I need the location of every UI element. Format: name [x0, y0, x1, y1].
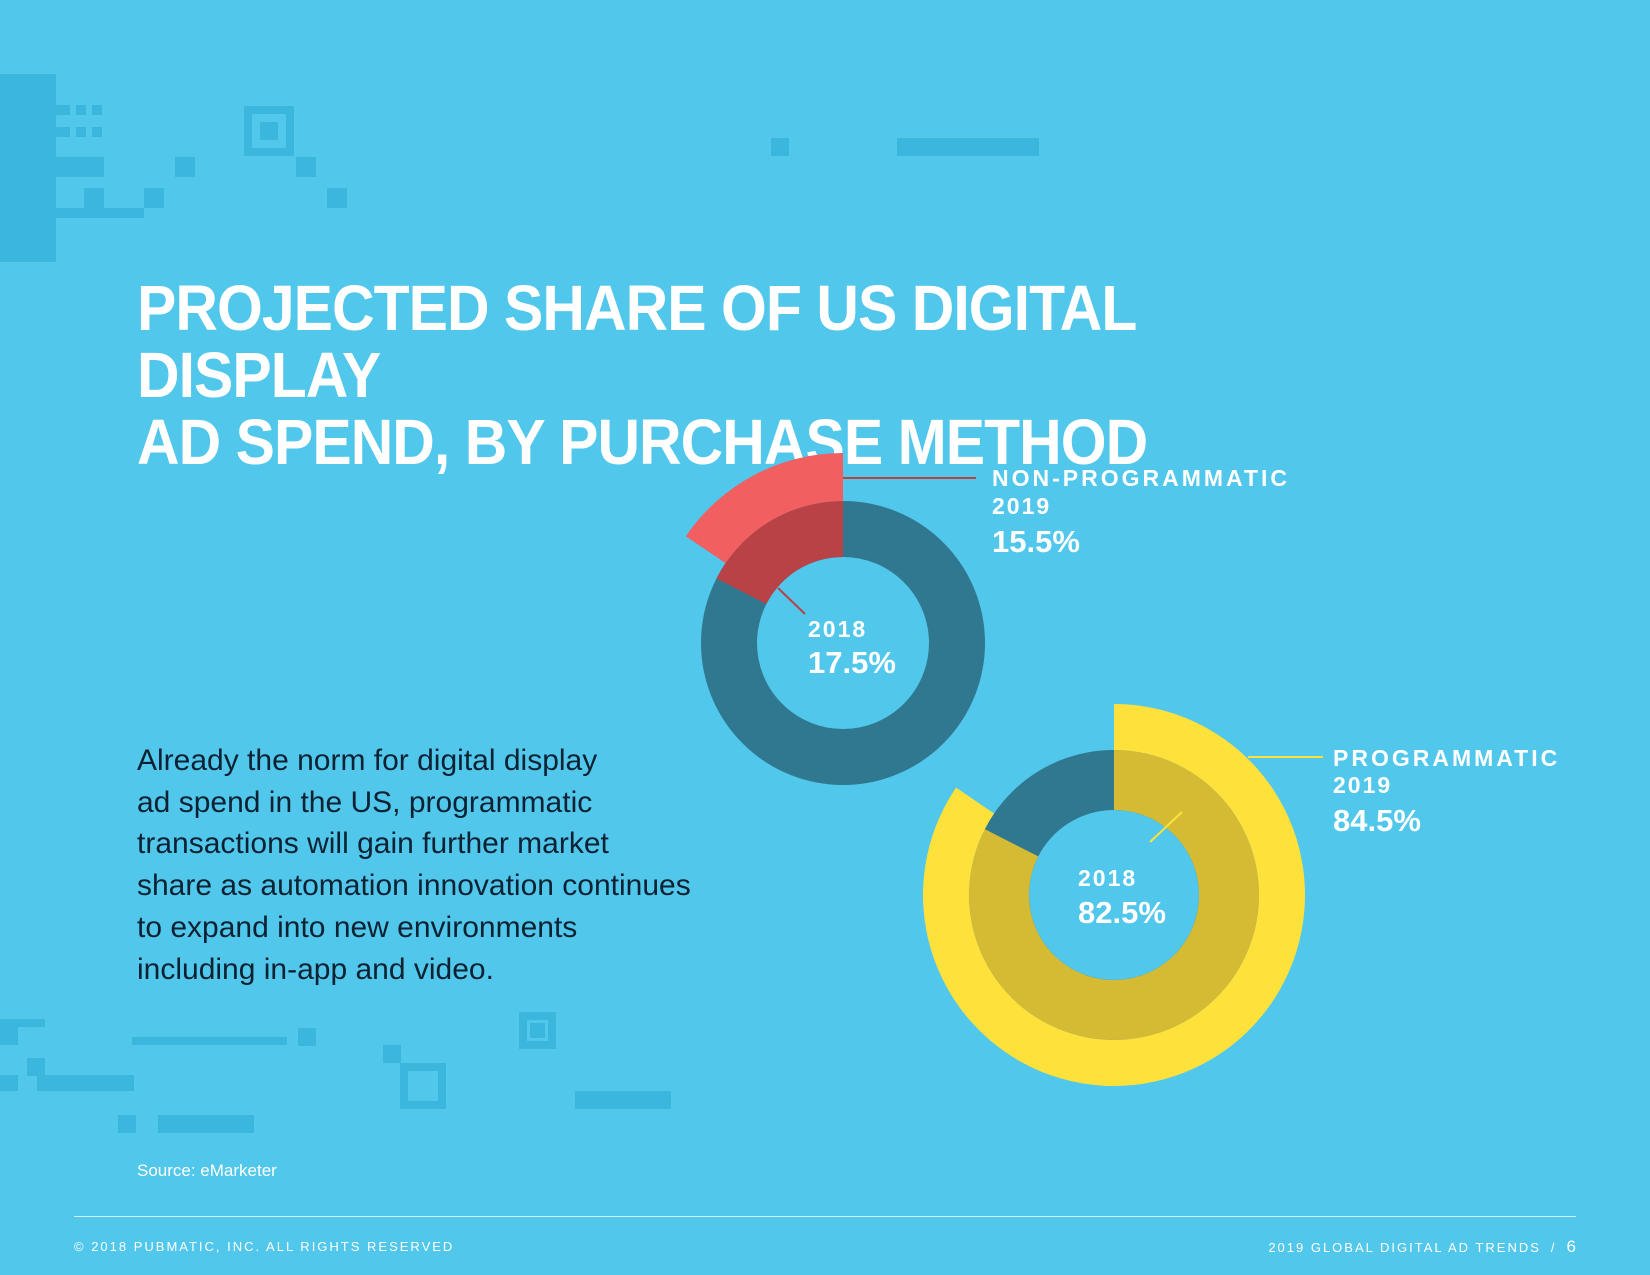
decor-block	[76, 127, 86, 137]
leader-line-2018	[777, 587, 806, 615]
footer-right: 2019 GLOBAL DIGITAL AD TRENDS / 6	[1268, 1237, 1576, 1257]
label-category: PROGRAMMATIC	[1333, 745, 1560, 771]
decor-bar	[158, 1115, 254, 1133]
decor-block	[56, 105, 70, 115]
decor-square-outline	[244, 106, 294, 156]
body-line: to expand into new environments	[137, 910, 578, 944]
label-year-2018: 2018	[1078, 865, 1137, 891]
decor-square-outline	[400, 1063, 446, 1109]
decor-block	[327, 188, 347, 208]
decor-square-outline	[519, 1012, 556, 1049]
value-label-2018: 17.5%	[808, 645, 896, 680]
decor-block	[27, 1058, 45, 1076]
body-line: transactions will gain further market	[137, 827, 609, 861]
decor-block	[56, 127, 70, 137]
label-year-2019: 2019	[992, 493, 1051, 519]
decor-block	[260, 122, 278, 140]
decor-bar	[575, 1091, 671, 1109]
body-paragraph: Already the norm for digital display ad …	[137, 740, 737, 990]
body-line: including in-app and video.	[137, 952, 494, 986]
label-year-2018: 2018	[808, 616, 867, 642]
decor-block	[298, 1028, 316, 1046]
decor-block	[175, 157, 195, 177]
decor-block	[0, 74, 56, 262]
title-line: PROJECTED SHARE OF US DIGITAL DISPLAY	[137, 272, 1136, 411]
body-line: Already the norm for digital display	[137, 744, 598, 777]
decor-block	[56, 157, 104, 177]
footer-separator: /	[1550, 1240, 1557, 1255]
decor-block	[530, 1023, 545, 1038]
decor-block	[771, 138, 789, 156]
page-number: 6	[1566, 1237, 1576, 1256]
label-year-2019: 2019	[1333, 772, 1392, 798]
decor-block	[0, 1019, 45, 1027]
decor-block	[76, 105, 86, 115]
footer-copyright: © 2018 PUBMATIC, INC. ALL RIGHTS RESERVE…	[74, 1239, 455, 1254]
slice-2019-non-programmatic	[685, 453, 843, 564]
page-title: PROJECTED SHARE OF US DIGITAL DISPLAY AD…	[137, 275, 1287, 476]
slice-2018-programmatic	[969, 750, 1259, 1040]
title-line: AD SPEND, BY PURCHASE METHOD	[137, 406, 1148, 478]
decor-block	[56, 208, 144, 218]
label-category: NON-PROGRAMMATIC	[992, 465, 1290, 491]
decor-block	[92, 105, 102, 115]
body-line: ad spend in the US, programmatic	[137, 785, 593, 819]
decor-block	[0, 1075, 18, 1091]
source-note: Source: eMarketer	[137, 1161, 277, 1180]
decor-block	[92, 127, 102, 137]
decor-block	[0, 1027, 18, 1045]
decor-bar	[37, 1075, 134, 1091]
leader-line-2018	[1149, 811, 1183, 843]
decor-block	[144, 188, 164, 208]
decor-block	[296, 157, 316, 177]
decor-block	[118, 1115, 136, 1133]
decor-bar	[132, 1037, 287, 1045]
slice-2018-non-programmatic	[716, 501, 843, 604]
body-line: share as automation innovation continues	[137, 869, 691, 903]
decor-block	[84, 188, 104, 208]
decor-block	[383, 1045, 401, 1063]
footer-divider	[74, 1216, 1576, 1217]
value-label-2018: 82.5%	[1078, 895, 1166, 930]
value-label-2019: 84.5%	[1333, 803, 1421, 838]
decor-bar	[897, 138, 1039, 156]
value-label-2019: 15.5%	[992, 524, 1080, 559]
footer-report-title: 2019 GLOBAL DIGITAL AD TRENDS	[1268, 1240, 1541, 1255]
